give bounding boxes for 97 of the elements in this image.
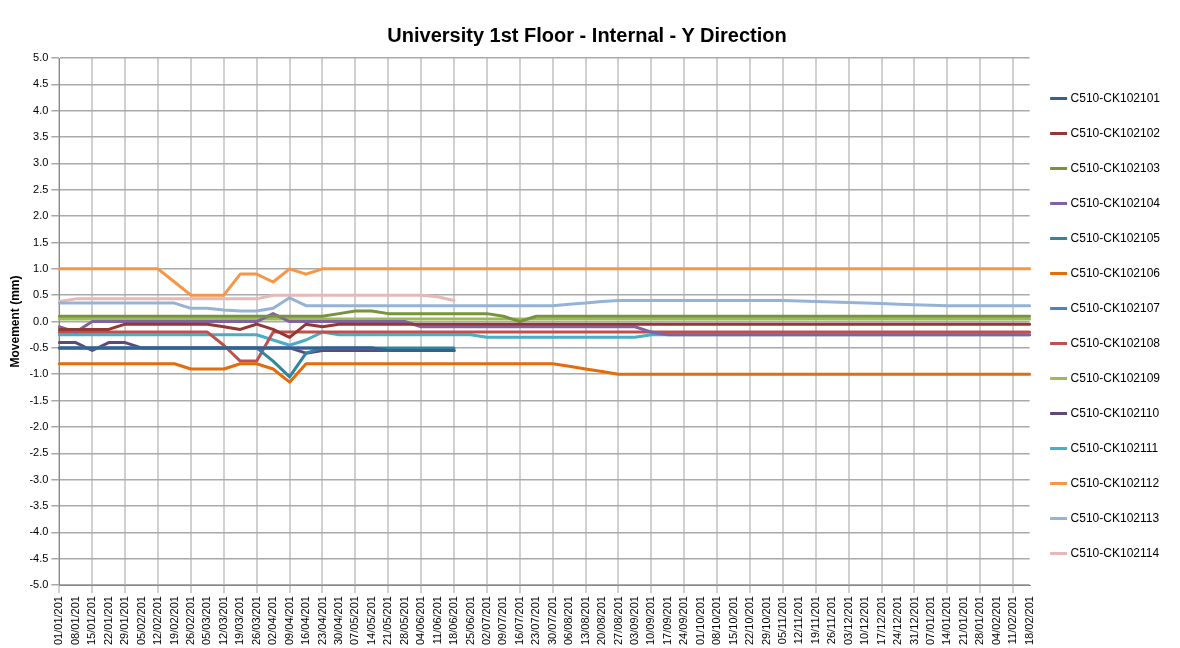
y-axis-title: Movement (mm) <box>7 275 22 368</box>
x-tick-label: 02/04/201 <box>266 596 279 645</box>
chart-title: University 1st Floor - Internal - Y Direction <box>387 23 787 46</box>
legend-label: C510-CK102106 <box>1070 265 1161 280</box>
x-tick-label: 17/09/201 <box>660 596 673 645</box>
y-tick-label: -0.5 <box>29 340 49 353</box>
legend-label: C510-CK102113 <box>1070 510 1160 525</box>
y-tick-label: 4.5 <box>33 77 49 90</box>
legend-label: C510-CK102108 <box>1070 335 1161 350</box>
x-tick-label: 10/12/201 <box>858 596 871 645</box>
legend-label: C510-CK102111 <box>1070 440 1159 455</box>
y-tick-label: 4.0 <box>33 103 49 116</box>
x-tick-label: 12/02/201 <box>151 596 164 645</box>
y-tick-label: 5.0 <box>33 51 49 64</box>
legend-label: C510-CK102110 <box>1070 405 1160 420</box>
x-tick-label: 21/01/201 <box>956 596 969 645</box>
x-tick-label: 11/02/201 <box>1006 596 1019 645</box>
y-tick-label: 3.5 <box>33 130 49 143</box>
x-tick-label: 05/02/201 <box>134 596 147 645</box>
x-tick-label: 01/01/201 <box>52 596 65 645</box>
y-tick-label: -1.0 <box>29 367 49 380</box>
y-tick-label: -4.0 <box>29 525 49 538</box>
x-tick-label: 15/01/201 <box>85 596 98 645</box>
x-tick-label: 29/01/201 <box>118 596 131 645</box>
x-tick-label: 11/06/201 <box>430 596 443 645</box>
x-tick-label: 24/09/201 <box>677 596 690 645</box>
x-tick-label: 19/11/201 <box>808 596 821 645</box>
x-tick-label: 08/10/201 <box>710 596 723 645</box>
x-tick-label: 14/01/201 <box>940 596 953 645</box>
x-tick-label: 28/01/201 <box>973 596 986 645</box>
x-tick-label: 12/11/201 <box>792 596 805 645</box>
x-tick-label: 15/10/201 <box>726 596 739 645</box>
x-tick-label: 04/02/201 <box>989 596 1002 645</box>
legend-label: C510-CK102109 <box>1070 370 1161 385</box>
y-tick-label: 3.0 <box>33 156 49 169</box>
x-tick-label: 16/07/201 <box>512 596 525 645</box>
x-tick-label: 03/12/201 <box>841 596 854 645</box>
x-tick-label: 09/04/201 <box>282 596 295 645</box>
x-tick-label: 30/07/201 <box>545 596 558 645</box>
x-tick-label: 09/07/201 <box>496 596 509 645</box>
y-tick-label: -1.5 <box>29 393 49 406</box>
y-tick-label: 2.0 <box>33 209 49 222</box>
x-tick-label: 28/05/201 <box>397 596 410 645</box>
x-tick-label: 05/11/201 <box>775 596 788 645</box>
x-tick-label: 21/05/201 <box>381 596 394 645</box>
x-tick-label: 31/12/201 <box>907 596 920 645</box>
legend-label: C510-CK102102 <box>1070 125 1161 140</box>
y-tick-label: -2.5 <box>29 446 49 459</box>
x-tick-label: 10/09/201 <box>644 596 657 645</box>
legend-label: C510-CK102104 <box>1070 195 1161 210</box>
y-tick-label: 1.5 <box>33 235 49 248</box>
y-tick-label: 2.5 <box>33 182 49 195</box>
legend-label: C510-CK102103 <box>1070 160 1161 175</box>
x-tick-label: 05/03/201 <box>200 596 213 645</box>
y-tick-label: -2.0 <box>29 419 49 432</box>
x-tick-label: 26/02/201 <box>183 596 196 645</box>
y-tick-label: 1.0 <box>33 261 49 274</box>
x-tick-label: 04/06/201 <box>414 596 427 645</box>
x-tick-label: 20/08/201 <box>595 596 608 645</box>
x-tick-label: 27/08/201 <box>611 596 624 645</box>
legend-label: C510-CK102105 <box>1070 230 1161 245</box>
x-tick-label: 06/08/201 <box>562 596 575 645</box>
x-tick-label: 19/03/201 <box>233 596 246 645</box>
y-tick-label: -3.0 <box>29 472 49 485</box>
legend-label: C510-CK102112 <box>1070 475 1160 490</box>
x-tick-label: 19/02/201 <box>167 596 180 645</box>
x-tick-label: 07/01/201 <box>923 596 936 645</box>
x-tick-label: 18/02/201 <box>1022 596 1035 645</box>
y-tick-label: -4.5 <box>29 551 49 564</box>
x-tick-label: 24/12/201 <box>891 596 904 645</box>
x-tick-label: 12/03/201 <box>216 596 229 645</box>
x-tick-label: 13/08/201 <box>578 596 591 645</box>
x-tick-label: 14/05/201 <box>364 596 377 645</box>
y-tick-label: 0.0 <box>33 314 49 327</box>
legend-label: C510-CK102114 <box>1070 545 1160 560</box>
x-tick-label: 29/10/201 <box>759 596 772 645</box>
x-tick-label: 16/04/201 <box>299 596 312 645</box>
x-tick-label: 22/10/201 <box>743 596 756 645</box>
x-tick-label: 08/01/201 <box>68 596 81 645</box>
y-tick-label: 0.5 <box>33 288 49 301</box>
x-tick-label: 23/04/201 <box>315 596 328 645</box>
x-tick-label: 18/06/201 <box>447 596 460 645</box>
x-tick-label: 03/09/201 <box>627 596 640 645</box>
legend-label: C510-CK102107 <box>1070 300 1161 315</box>
legend-label: C510-CK102101 <box>1070 90 1161 105</box>
y-tick-label: -3.5 <box>29 499 49 512</box>
x-tick-label: 01/10/201 <box>693 596 706 645</box>
x-tick-label: 02/07/201 <box>479 596 492 645</box>
x-tick-label: 23/07/201 <box>529 596 542 645</box>
x-tick-label: 26/11/201 <box>825 596 838 645</box>
x-tick-label: 22/01/201 <box>101 596 114 645</box>
x-tick-label: 30/04/201 <box>331 596 344 645</box>
x-tick-label: 17/12/201 <box>874 596 887 645</box>
x-tick-label: 26/03/201 <box>249 596 262 645</box>
y-tick-label: -5.0 <box>29 578 49 591</box>
x-tick-label: 07/05/201 <box>348 596 361 645</box>
x-tick-label: 25/06/201 <box>463 596 476 645</box>
